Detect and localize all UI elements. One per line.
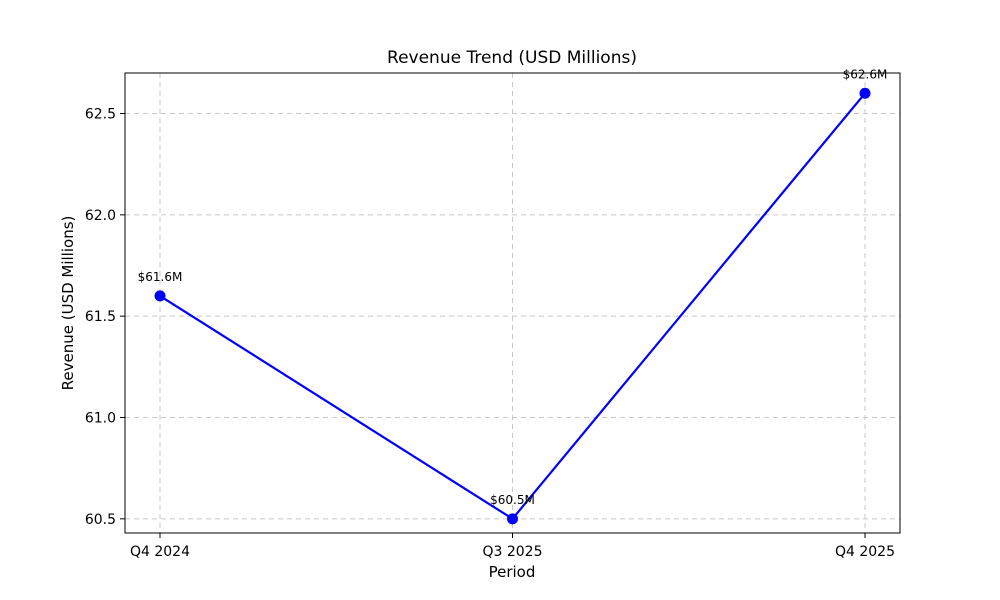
data-label: $60.5M [490,493,535,507]
grid-lines [125,73,900,533]
y-tick-label: 61.0 [85,410,116,426]
data-point [507,513,518,525]
data-point [154,290,166,302]
y-tick-label: 61.5 [85,309,116,325]
data-point [859,87,871,99]
data-label: $61.6M [138,270,183,284]
x-tick-label: Q3 2025 [482,544,542,560]
x-tick-label: Q4 2024 [130,544,190,560]
axis-ticks: 60.5 61.0 61.5 62.0 62.5 Q4 2024 Q3 2025 Q4 202… [85,107,895,560]
x-axis-label: Period [489,563,536,581]
y-tick-label: 62.5 [85,107,116,123]
chart-title: Revenue Trend (USD Millions) [387,48,637,68]
y-axis-label: Revenue (USD Millions) [59,216,77,391]
y-tick-label: 60.5 [85,512,116,528]
series-layer: $61.6M $60.5M $62.6M [138,67,888,525]
data-label: $62.6M [843,67,888,81]
y-tick-label: 62.0 [85,208,116,224]
x-tick-label: Q4 2025 [835,544,895,560]
plot-frame [124,72,901,534]
